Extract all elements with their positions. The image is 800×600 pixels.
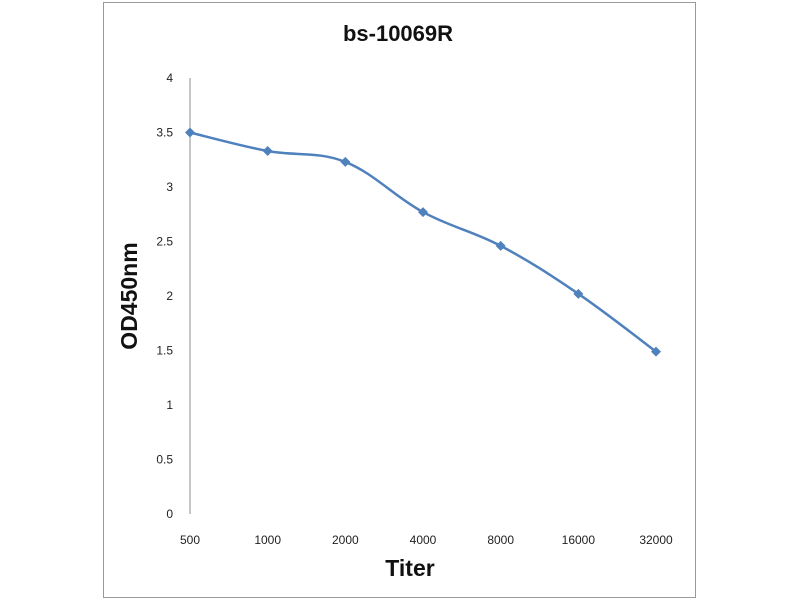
data-point-marker: [651, 346, 661, 357]
x-tick-label: 16000: [562, 533, 596, 547]
y-tick-label: 4: [166, 71, 173, 85]
y-tick-labels: 0 0.5 1 1.5 2 2.5 3 3.5 4: [156, 71, 173, 521]
chart-title: bs-10069R: [343, 21, 453, 46]
series-group: [185, 127, 661, 357]
x-tick-labels: 500 1000 2000 4000 8000 16000 32000: [180, 533, 673, 547]
data-point-marker: [262, 146, 273, 157]
y-tick-label: 2: [166, 289, 173, 303]
data-point-marker: [495, 240, 506, 251]
x-tick-label: 500: [180, 533, 200, 547]
y-axis-label: OD450nm: [116, 242, 142, 349]
x-axis-label: Titer: [385, 555, 434, 581]
data-point-marker: [185, 127, 195, 138]
x-tick-label: 4000: [410, 533, 437, 547]
y-tick-label: 0.5: [156, 453, 173, 467]
x-tick-label: 2000: [332, 533, 359, 547]
x-tick-label: 8000: [487, 533, 514, 547]
data-point-marker: [340, 156, 351, 167]
y-tick-label: 1: [166, 398, 173, 412]
chart-frame: [103, 2, 696, 598]
y-tick-label: 0: [166, 507, 173, 521]
data-point-marker: [418, 207, 428, 218]
x-tick-label: 32000: [639, 533, 673, 547]
y-tick-label: 2.5: [156, 235, 173, 249]
x-tick-label: 1000: [254, 533, 281, 547]
y-tick-label: 3: [166, 180, 173, 194]
data-point-marker: [573, 288, 584, 299]
series-line: [189, 131, 657, 353]
y-tick-label: 1.5: [156, 344, 173, 358]
y-tick-label: 3.5: [156, 126, 173, 140]
